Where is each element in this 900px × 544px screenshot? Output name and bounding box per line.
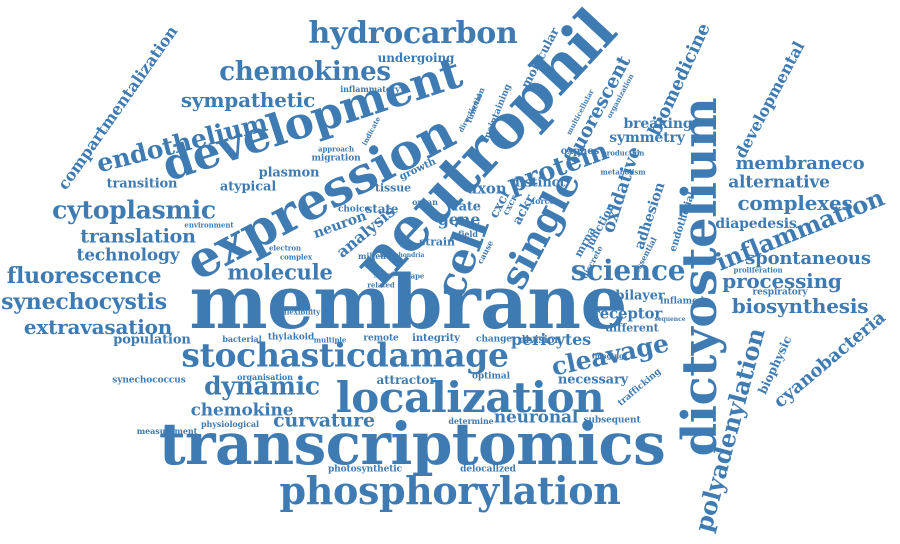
word-necessary: necessary xyxy=(557,372,629,388)
word-migration: migration xyxy=(311,153,361,164)
word-membrane: membrane xyxy=(189,260,627,346)
word-fate: fate xyxy=(453,199,481,215)
word-physiological: physiological xyxy=(201,419,259,429)
word-respiratory: respiratory xyxy=(752,287,808,298)
word-mitochondria: mitochondria xyxy=(379,252,425,259)
word-remote: remote xyxy=(363,333,399,344)
word-flexibility: flexibility xyxy=(283,307,321,317)
word-phosphorylation: phosphorylation xyxy=(279,468,621,513)
word-change: change xyxy=(476,334,512,345)
word-field: field xyxy=(458,229,478,239)
word-integrity: integrity xyxy=(412,333,460,344)
word-shape: shape xyxy=(401,271,425,281)
word-distinct: distinct xyxy=(510,175,566,191)
word-imaging: imaging xyxy=(592,351,624,361)
word-diapedesis: diapedesis xyxy=(715,216,797,232)
word-fluorescence: fluorescence xyxy=(6,263,162,289)
word-population: population xyxy=(113,332,191,348)
word-related: related xyxy=(367,280,395,290)
word-stochasticdamage: stochasticdamage xyxy=(181,335,509,375)
word-alternative: alternative xyxy=(728,172,830,193)
word-approach: approach xyxy=(317,144,355,154)
word-science: science xyxy=(570,254,686,287)
word-complex: complex xyxy=(279,252,313,262)
word-proliferation: proliferation xyxy=(733,265,783,275)
word-chemokine: chemokine xyxy=(190,400,294,421)
word-metabolism: metabolism xyxy=(600,167,646,177)
word-bilayer: bilayer xyxy=(615,288,665,304)
word-sequence: sequence xyxy=(654,316,686,323)
word-plasmon: plasmon xyxy=(258,165,320,181)
word-dynamic: dynamic xyxy=(204,371,320,401)
word-attractor: attractor xyxy=(376,373,436,387)
word-undergoing: undergoing xyxy=(377,51,455,65)
word-multiple: multiple xyxy=(313,335,347,345)
word-spontaneous: spontaneous xyxy=(745,248,871,269)
word-atypical: atypical xyxy=(219,179,277,195)
word-cyanobacteria: cyanobacteria xyxy=(769,306,890,413)
word-oxphos: oxphos xyxy=(560,146,600,157)
word-transcriptomics: transcriptomics xyxy=(158,410,666,478)
word-symmetry: symmetry xyxy=(609,130,685,146)
word-production: production xyxy=(601,148,645,158)
word-membraneco: membraneco xyxy=(735,153,865,174)
word-gene: gene xyxy=(437,210,481,229)
word-determine: determine xyxy=(448,416,494,426)
word-state: state xyxy=(365,202,399,216)
word-complexes: complexes xyxy=(737,191,853,215)
word-electron: electron xyxy=(269,243,301,253)
word-measurement: measurement xyxy=(136,426,198,436)
word-synechocystis: synechocystis xyxy=(1,289,167,315)
word-tissue: tissue xyxy=(375,181,411,195)
word-hydrocarbon: hydrocarbon xyxy=(308,16,518,51)
word-milieu: milieu xyxy=(357,251,387,261)
word-curvature: curvature xyxy=(273,409,375,432)
word-processing: processing xyxy=(722,269,842,293)
word-environment: environment xyxy=(184,220,234,230)
word-choice: choice xyxy=(337,204,371,215)
word-chemokines: chemokines xyxy=(219,57,391,87)
word-transition: transition xyxy=(106,176,178,192)
word-biosynthesis: biosynthesis xyxy=(731,294,869,318)
word-neuronal: neuronal xyxy=(493,407,579,428)
word-photosynthetic: photosynthetic xyxy=(327,464,403,475)
word-molecule: molecule xyxy=(227,259,333,285)
word-synechococcus: synechococcus xyxy=(112,375,186,386)
word-organisation: organisation xyxy=(237,372,293,382)
word-developmental: developmental xyxy=(730,38,809,162)
word-sympathetic: sympathetic xyxy=(180,88,316,112)
word-thylakoid: thylakoid xyxy=(267,332,315,343)
word-translation: translation xyxy=(80,225,196,248)
word-inflammatory: inflammatory xyxy=(340,84,400,94)
word-receptor: receptor xyxy=(591,304,663,323)
word-extravasation: extravasation xyxy=(23,315,173,339)
word-organ: organ xyxy=(412,197,438,207)
word-strain: strain xyxy=(419,235,455,249)
word-division: division xyxy=(518,335,562,346)
word-different: different xyxy=(605,321,659,335)
word-optimal: optimal xyxy=(471,371,511,382)
word-inflamed: inflamed xyxy=(660,296,704,307)
word-pericytes: pericytes xyxy=(510,330,592,349)
word-technology: technology xyxy=(76,245,180,266)
word-bacterial: bacterial xyxy=(222,334,262,344)
word-delocalized: delocalized xyxy=(460,464,516,475)
word-stage: stage xyxy=(373,270,395,280)
word-localization: localization xyxy=(335,373,605,422)
word-cytoplasmic: cytoplasmic xyxy=(52,195,216,225)
word-subsequent: subsequent xyxy=(583,415,641,426)
word-breaking: breaking xyxy=(623,116,693,132)
word-axon: axon xyxy=(467,179,507,198)
word-force: force xyxy=(531,196,555,206)
